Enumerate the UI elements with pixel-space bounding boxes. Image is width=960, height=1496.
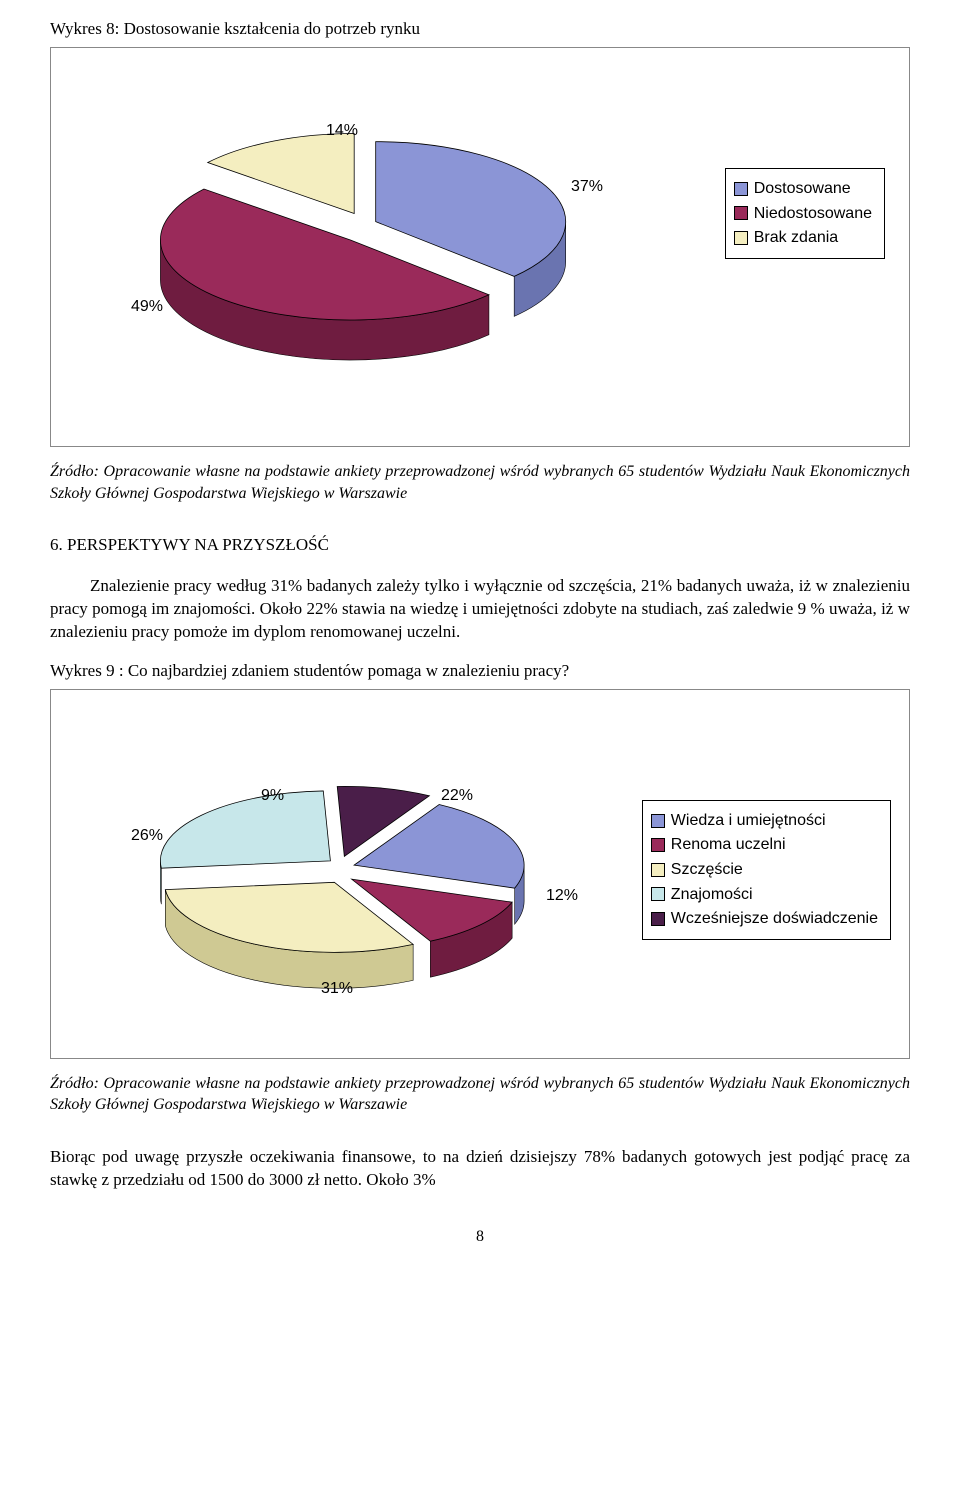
legend-item: Dostosowane: [734, 178, 872, 200]
chart1-legend: Dostosowane NiedostosowaneBrak zdania: [725, 168, 885, 259]
legend-label: Dostosowane: [754, 178, 851, 200]
legend-label: Renoma uczelni: [671, 834, 786, 856]
legend-label: Wiedza i umiejętności: [671, 810, 826, 832]
legend-swatch: [651, 838, 665, 852]
legend-item: Renoma uczelni: [651, 834, 878, 856]
section-heading: 6. PERSPEKTYWY NA PRZYSZŁOŚĆ: [50, 534, 910, 557]
chart2-source: Źródło: Opracowanie własne na podstawie …: [50, 1073, 910, 1116]
legend-swatch: [651, 912, 665, 926]
chart1-label-left: 49%: [131, 296, 163, 318]
chart2-legend: Wiedza i umiejętnościRenoma uczelni Szczę…: [642, 800, 891, 940]
legend-swatch: [734, 231, 748, 245]
paragraph-2: Biorąc pod uwagę przyszłe oczekiwania fi…: [50, 1146, 910, 1192]
legend-swatch: [651, 887, 665, 901]
chart1-label-top: 14%: [326, 120, 358, 142]
chart1-label-right: 37%: [571, 176, 603, 198]
paragraph-1: Znalezienie pracy według 31% badanych za…: [50, 575, 910, 644]
chart2-label-tl: 9%: [261, 785, 284, 807]
page-number: 8: [50, 1226, 910, 1248]
chart1-source: Źródło: Opracowanie własne na podstawie …: [50, 461, 910, 504]
legend-swatch: [651, 814, 665, 828]
legend-label: Wcześniejsze doświadczenie: [671, 908, 878, 930]
legend-swatch: [734, 206, 748, 220]
chart1-container: 14% 37% 49% Dostosowane NiedostosowaneBra…: [50, 47, 910, 447]
legend-swatch: [734, 182, 748, 196]
legend-item: Szczęście: [651, 859, 878, 881]
legend-item: Znajomości: [651, 884, 878, 906]
chart2-label-r: 12%: [546, 885, 578, 907]
legend-label: Brak zdania: [754, 227, 839, 249]
legend-item: Niedostosowane: [734, 203, 872, 225]
chart2-caption: Wykres 9 : Co najbardziej zdaniem studen…: [50, 660, 910, 683]
chart1-caption: Wykres 8: Dostosowanie kształcenia do po…: [50, 18, 910, 41]
chart2-label-b: 31%: [321, 978, 353, 1000]
chart2-label-l: 26%: [131, 825, 163, 847]
chart2-label-tr: 22%: [441, 785, 473, 807]
legend-label: Szczęście: [671, 859, 743, 881]
legend-item: Wcześniejsze doświadczenie: [651, 908, 878, 930]
legend-item: Wiedza i umiejętności: [651, 810, 878, 832]
legend-item: Brak zdania: [734, 227, 872, 249]
legend-label: Niedostosowane: [754, 203, 872, 225]
legend-label: Znajomości: [671, 884, 753, 906]
legend-swatch: [651, 863, 665, 877]
chart2-container: 9% 22% 12% 31% 26% Wiedza i umiejętności…: [50, 689, 910, 1059]
chart1-pie: [111, 98, 611, 398]
